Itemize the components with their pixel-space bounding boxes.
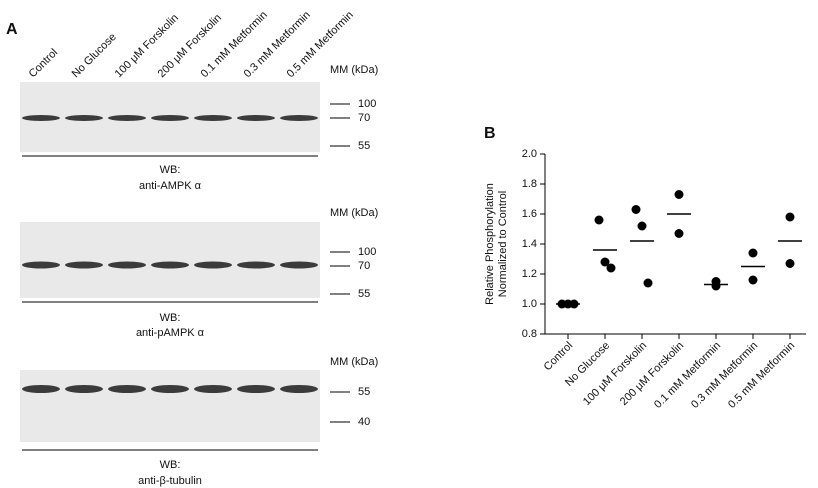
panel-label: A bbox=[6, 21, 18, 38]
data-point bbox=[600, 257, 610, 267]
data-point bbox=[748, 275, 758, 285]
lane-label: Control bbox=[27, 47, 61, 81]
band bbox=[237, 261, 275, 269]
blot bbox=[20, 222, 320, 298]
panel-label: B bbox=[484, 125, 496, 142]
data-point bbox=[637, 221, 647, 231]
y-axis-label: Normalized to Control bbox=[497, 191, 509, 297]
x-tick-label: 200 μM Forskolin bbox=[618, 340, 686, 408]
band bbox=[237, 385, 275, 393]
x-tick-label: Control bbox=[542, 340, 576, 374]
band bbox=[194, 115, 232, 121]
x-tick-label: 0.1 mM Metformin bbox=[652, 340, 723, 411]
x-tick-label: 0.3 mM Metformin bbox=[689, 340, 760, 411]
marker-label: 55 bbox=[358, 140, 370, 152]
marker-label: 70 bbox=[358, 260, 370, 272]
wb-label: WB: bbox=[160, 164, 181, 176]
band bbox=[22, 261, 60, 269]
data-point bbox=[594, 215, 604, 225]
data-point bbox=[674, 229, 684, 238]
y-tick-label: 2.0 bbox=[522, 148, 537, 160]
y-tick-label: 1.0 bbox=[522, 298, 537, 310]
y-tick-label: 1.6 bbox=[522, 208, 537, 220]
band bbox=[22, 385, 60, 393]
blot bbox=[20, 370, 320, 442]
y-tick-label: 1.8 bbox=[522, 178, 537, 190]
marker-label: 70 bbox=[358, 112, 370, 124]
y-tick-label: 0.8 bbox=[522, 328, 537, 340]
x-tick-label: 100 μM Forskolin bbox=[581, 340, 649, 408]
data-point bbox=[785, 259, 795, 268]
data-point bbox=[631, 205, 641, 214]
marker-label: 55 bbox=[358, 386, 370, 398]
marker-label: 100 bbox=[358, 98, 376, 110]
y-tick-label: 1.2 bbox=[522, 268, 537, 280]
band bbox=[65, 385, 103, 393]
band bbox=[237, 115, 275, 121]
band bbox=[280, 385, 318, 393]
y-tick-label: 1.4 bbox=[522, 238, 537, 250]
data-point bbox=[643, 278, 653, 288]
mm-label: MM (kDa) bbox=[330, 64, 378, 76]
y-axis-label: Relative Phosphorylation bbox=[484, 183, 496, 305]
marker-label: 55 bbox=[358, 288, 370, 300]
marker-label: 100 bbox=[358, 246, 376, 258]
band bbox=[151, 385, 189, 393]
wb-label: WB: bbox=[160, 459, 181, 471]
marker-label: 40 bbox=[358, 416, 370, 428]
mm-label: MM (kDa) bbox=[330, 356, 378, 368]
wb-label: WB: bbox=[160, 312, 181, 324]
data-point bbox=[711, 281, 721, 291]
antibody-label: anti-β-tubulin bbox=[138, 475, 202, 487]
data-point bbox=[606, 263, 616, 273]
x-tick-label: 0.5 mM Metformin bbox=[726, 340, 797, 411]
band bbox=[22, 115, 60, 121]
data-point bbox=[785, 212, 795, 222]
data-point bbox=[748, 248, 758, 258]
lane-label: No Glucose bbox=[70, 31, 119, 80]
chart: 0.8 1.0 1.2 1.4 1.6 1.8 2.0 Relative Phosphoryl… bbox=[484, 148, 806, 411]
band bbox=[194, 261, 232, 269]
band bbox=[108, 261, 146, 269]
data-point bbox=[674, 190, 684, 199]
mm-label: MM (kDa) bbox=[330, 207, 378, 219]
band bbox=[65, 261, 103, 269]
band bbox=[108, 385, 146, 393]
band bbox=[194, 385, 232, 393]
band bbox=[151, 261, 189, 269]
band bbox=[151, 115, 189, 121]
band bbox=[280, 115, 318, 121]
band bbox=[280, 261, 318, 269]
band bbox=[65, 115, 103, 121]
band bbox=[108, 115, 146, 121]
antibody-label: anti-pAMPK α bbox=[136, 327, 205, 339]
antibody-label: anti-AMPK α bbox=[139, 180, 202, 192]
